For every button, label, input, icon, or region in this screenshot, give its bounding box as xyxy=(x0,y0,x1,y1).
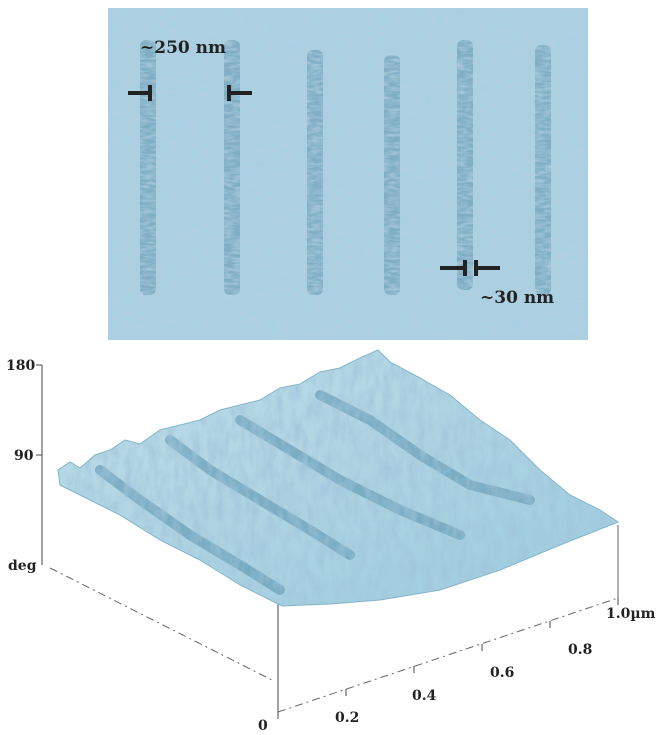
x-tick-label: 0 xyxy=(258,718,268,734)
z-tick-label: 90 xyxy=(14,448,34,464)
annotation: ~30 nm xyxy=(480,288,554,308)
annotation: ~250 nm xyxy=(140,38,226,58)
x-tick-label: 0.8 xyxy=(568,642,592,658)
x-tick-label: 1.0µm xyxy=(606,606,656,622)
z-axis-unit: deg xyxy=(8,558,37,574)
z-tick-label: 180 xyxy=(6,358,35,374)
x-tick-label: 0.4 xyxy=(412,688,437,704)
afm-image xyxy=(108,8,588,340)
x-tick-label: 0.2 xyxy=(335,710,359,726)
x-tick-label: 0.6 xyxy=(490,665,514,681)
scale-markers xyxy=(128,85,500,276)
surface-plot xyxy=(36,349,620,719)
